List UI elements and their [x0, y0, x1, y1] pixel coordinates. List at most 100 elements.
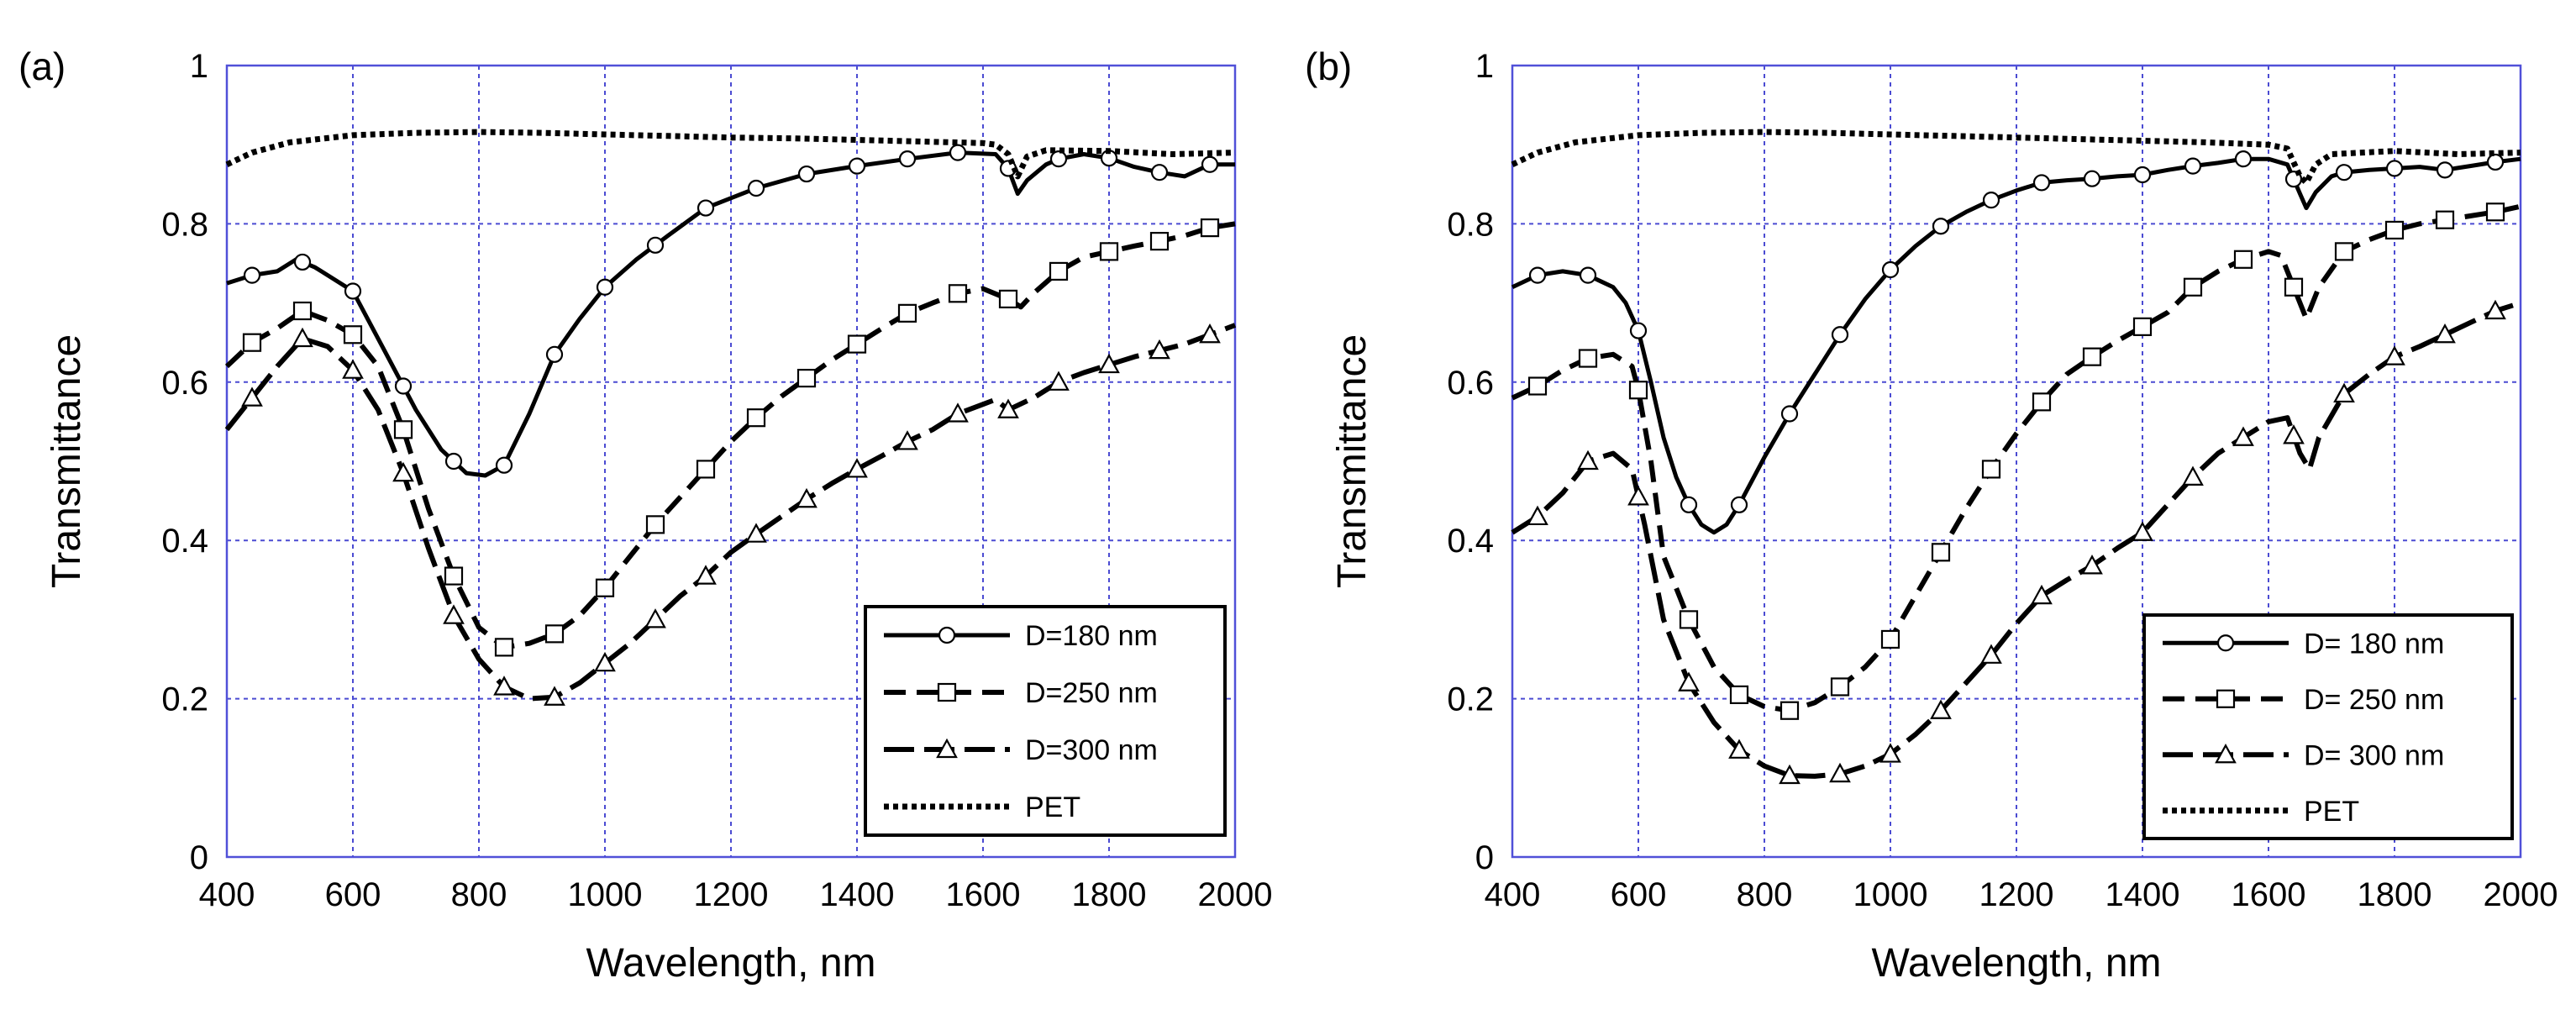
- data-point: [1932, 218, 1950, 235]
- data-point: [444, 566, 464, 586]
- legend-box: [2142, 613, 2514, 840]
- x-tick-label: 600: [325, 876, 381, 913]
- legend-marker: [2215, 743, 2237, 764]
- x-tick-label: 2000: [2484, 876, 2558, 913]
- data-point: [1931, 543, 1951, 562]
- data-point: [2183, 277, 2203, 297]
- x-tick-label: 1800: [2358, 876, 2432, 913]
- series-pet: [225, 129, 1236, 180]
- data-point: [2032, 174, 2051, 192]
- x-tick-label: 1400: [2105, 876, 2180, 913]
- series-line: [1511, 300, 2521, 779]
- x-axis-label: Wavelength, nm: [1871, 941, 2161, 986]
- series-line: [1511, 129, 2521, 186]
- data-point: [745, 523, 767, 543]
- data-point: [493, 676, 515, 696]
- y-axis-label: Transmittance: [45, 334, 89, 588]
- x-tick-label: 1200: [1979, 876, 2054, 913]
- series-line: [224, 323, 1237, 702]
- data-point: [949, 144, 967, 161]
- panel-a: 400 600 800 1000 1200 1400 1600 1800 2000 0 0.2 0.4…: [18, 45, 1272, 986]
- data-point: [392, 461, 414, 482]
- legend: D= 180 nm D= 250 nm D= 300 nm PET: [2142, 613, 2514, 840]
- data-point: [797, 165, 816, 183]
- data-point: [2335, 164, 2353, 181]
- data-point: [2182, 465, 2204, 486]
- data-point: [1729, 685, 1749, 704]
- data-point: [848, 157, 866, 175]
- data-point: [846, 458, 868, 478]
- data-point: [544, 624, 565, 644]
- data-point: [1150, 164, 1169, 181]
- data-point: [1049, 150, 1068, 168]
- data-point: [394, 377, 413, 395]
- y-tick-label: 0: [1475, 839, 1494, 876]
- data-point: [2385, 160, 2404, 177]
- data-point: [997, 398, 1019, 418]
- y-tick-label: 0.2: [1447, 681, 1494, 718]
- legend-label: D=300 nm: [1025, 734, 1158, 766]
- data-point: [2132, 521, 2153, 541]
- data-point: [2132, 317, 2153, 336]
- data-point: [2184, 157, 2202, 175]
- data-point: [1980, 644, 2002, 664]
- legend-marker: [2216, 689, 2236, 708]
- data-point: [2082, 347, 2102, 366]
- plot-frame: [225, 64, 1237, 859]
- series-line: [225, 129, 1236, 180]
- y-tick-label: 0.2: [161, 681, 208, 718]
- panel-label: (b): [1305, 45, 1352, 88]
- series-d-300-nm: [1511, 299, 2521, 785]
- data-point: [293, 253, 312, 271]
- legend-label: D=250 nm: [1025, 677, 1158, 709]
- data-point: [1579, 266, 1597, 284]
- series-d-250-nm: [224, 218, 1236, 657]
- series-pet: [1511, 129, 2521, 186]
- data-point: [1930, 699, 1952, 719]
- data-point: [2485, 202, 2505, 222]
- legend-label: PET: [2304, 796, 2359, 828]
- data-point: [1199, 323, 1221, 344]
- data-point: [2384, 345, 2405, 365]
- y-tick-label: 1: [190, 48, 208, 85]
- legend-label: PET: [1025, 791, 1080, 823]
- data-point: [696, 460, 716, 479]
- data-point: [1831, 326, 1849, 344]
- data-point: [2031, 584, 2053, 605]
- data-point: [747, 179, 765, 197]
- x-tick-label: 1400: [820, 876, 895, 913]
- data-point: [1728, 739, 1750, 759]
- legend-marker: [2216, 634, 2235, 652]
- data-point: [896, 430, 918, 450]
- plot-frame: [1511, 64, 2522, 859]
- y-tick-label: 0.6: [161, 365, 208, 402]
- data-point: [646, 236, 665, 254]
- data-point: [1730, 496, 1748, 513]
- series-d-180-nm: [1511, 150, 2521, 535]
- data-point: [1577, 450, 1599, 471]
- data-point: [595, 578, 615, 597]
- data-point: [443, 604, 465, 624]
- x-axis-label: Wavelength, nm: [586, 941, 875, 986]
- data-point: [2333, 382, 2355, 403]
- data-point: [393, 420, 413, 439]
- data-point: [1982, 192, 2000, 209]
- x-tick-label: 800: [451, 876, 507, 913]
- legend-marker: [937, 682, 957, 702]
- data-point: [2334, 242, 2354, 261]
- data-point: [1099, 242, 1119, 261]
- x-tick-label: 1600: [2232, 876, 2306, 913]
- data-point: [1149, 339, 1170, 360]
- x-tick-label: 1000: [1853, 876, 1928, 913]
- data-point: [1880, 629, 1900, 649]
- data-point: [342, 359, 364, 379]
- series-d-180-nm: [226, 144, 1235, 478]
- data-point: [1527, 505, 1548, 526]
- y-tick-label: 0.4: [1447, 523, 1494, 560]
- data-point: [847, 334, 867, 354]
- data-point: [344, 282, 362, 300]
- data-point: [998, 289, 1018, 308]
- series-d-300-nm: [224, 323, 1237, 706]
- data-point: [2434, 323, 2456, 344]
